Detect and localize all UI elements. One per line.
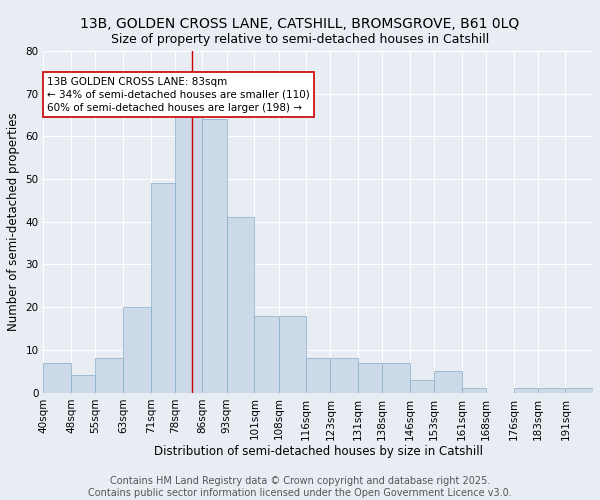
- Bar: [382, 362, 410, 392]
- Text: Size of property relative to semi-detached houses in Catshill: Size of property relative to semi-detach…: [111, 32, 489, 46]
- Bar: [514, 388, 538, 392]
- Bar: [358, 362, 382, 392]
- Bar: [254, 316, 278, 392]
- Bar: [123, 307, 151, 392]
- Bar: [202, 120, 227, 392]
- Text: Contains HM Land Registry data © Crown copyright and database right 2025.
Contai: Contains HM Land Registry data © Crown c…: [88, 476, 512, 498]
- Bar: [151, 184, 175, 392]
- Bar: [410, 380, 434, 392]
- Y-axis label: Number of semi-detached properties: Number of semi-detached properties: [7, 112, 20, 331]
- Bar: [227, 218, 254, 392]
- Bar: [565, 388, 593, 392]
- Bar: [331, 358, 358, 392]
- Bar: [306, 358, 331, 392]
- Bar: [462, 388, 486, 392]
- Bar: [175, 106, 202, 393]
- Bar: [71, 376, 95, 392]
- Bar: [43, 362, 71, 392]
- Bar: [95, 358, 123, 392]
- Bar: [538, 388, 565, 392]
- Text: 13B GOLDEN CROSS LANE: 83sqm
← 34% of semi-detached houses are smaller (110)
60%: 13B GOLDEN CROSS LANE: 83sqm ← 34% of se…: [47, 76, 310, 113]
- Text: 13B, GOLDEN CROSS LANE, CATSHILL, BROMSGROVE, B61 0LQ: 13B, GOLDEN CROSS LANE, CATSHILL, BROMSG…: [80, 18, 520, 32]
- Bar: [278, 316, 306, 392]
- X-axis label: Distribution of semi-detached houses by size in Catshill: Distribution of semi-detached houses by …: [154, 445, 483, 458]
- Bar: [434, 371, 462, 392]
